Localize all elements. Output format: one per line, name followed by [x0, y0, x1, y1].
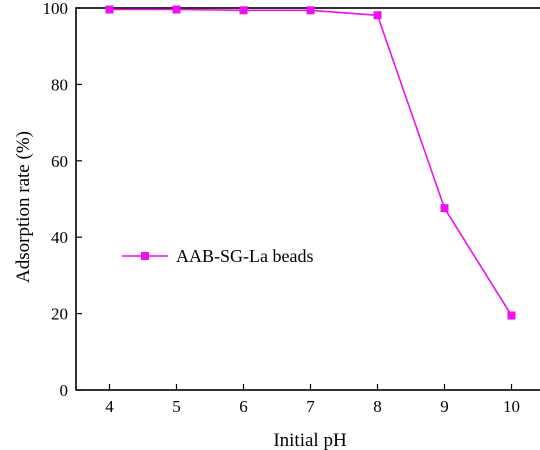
- x-axis-title: Initial pH: [273, 430, 347, 450]
- data-point-marker: [105, 5, 114, 14]
- x-tick-label: 7: [306, 397, 315, 416]
- x-tick-label: 5: [172, 397, 181, 416]
- legend-label: AAB-SG-La beads: [176, 246, 313, 266]
- y-tick-label: 100: [43, 0, 69, 18]
- data-point-marker: [172, 5, 181, 14]
- plot-frame: [75, 7, 540, 391]
- plot-area-border: [75, 7, 540, 391]
- series-line: [109, 8, 513, 316]
- legend-marker: [141, 252, 149, 260]
- data-point-marker: [440, 204, 449, 213]
- x-tick-label: 9: [440, 397, 449, 416]
- x-tick-label: 6: [239, 397, 248, 416]
- y-axis-ticks: 0 20 40 60 80 100: [43, 0, 82, 400]
- data-point-marker: [373, 11, 382, 20]
- y-tick-label: 20: [51, 305, 68, 324]
- x-tick-label: 8: [373, 397, 382, 416]
- y-tick-label: 80: [51, 75, 68, 94]
- data-point-marker: [507, 311, 516, 320]
- y-tick-label: 40: [51, 228, 68, 247]
- x-tick-label: 4: [105, 397, 114, 416]
- y-axis-title: Adsorption rate (%): [13, 131, 34, 283]
- x-tick-label: 10: [503, 397, 520, 416]
- series-layer: [105, 5, 516, 320]
- data-point-marker: [306, 6, 315, 15]
- y-tick-label: 0: [60, 381, 69, 400]
- data-point-marker: [239, 6, 248, 15]
- legend: AAB-SG-La beads: [122, 246, 313, 266]
- x-axis-ticks: 4 5 6 7 8 9 10: [105, 384, 520, 416]
- y-tick-label: 60: [51, 152, 68, 171]
